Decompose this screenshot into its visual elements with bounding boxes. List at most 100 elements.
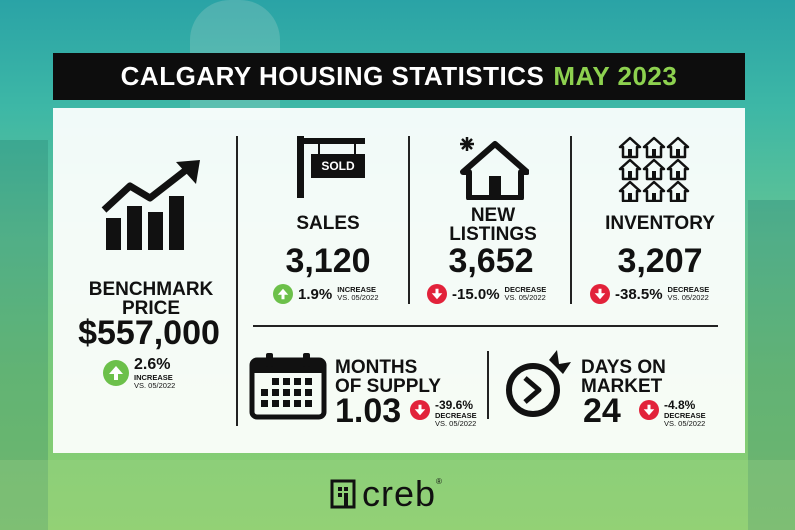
benchmark-value: $557,000	[78, 314, 220, 352]
sales-change-pct: 1.9%	[298, 285, 333, 303]
months-supply-label: MONTHS OF SUPPLY	[335, 358, 441, 396]
months-supply-change-note: DECREASE VS. 05/2022	[435, 412, 477, 428]
calendar-day-cell	[272, 389, 279, 396]
rising-bar-chart-icon	[101, 160, 200, 250]
background-building-right	[748, 200, 795, 530]
house-icon	[642, 180, 666, 202]
divider-horizontal	[253, 325, 718, 327]
calendar-day-cell	[305, 378, 312, 385]
creb-logo-registered: ®	[436, 477, 442, 486]
divider-left	[236, 136, 238, 426]
title-text: CALGARY HOUSING STATISTICS	[120, 61, 545, 91]
days-market-change-note: DECREASE VS. 05/2022	[664, 412, 706, 428]
new-listings-label-line1: NEW	[470, 205, 516, 226]
new-listings-change: -15.0% DECREASE VS. 05/2022	[427, 284, 546, 304]
inventory-direction: DECREASE	[667, 285, 710, 294]
down-arrow-icon	[590, 284, 610, 304]
sales-change-note: INCREASE VS. 05/2022	[337, 286, 378, 302]
calendar-day-cell	[283, 389, 290, 396]
days-market-value: 24	[583, 392, 621, 430]
creb-logo-word: creb	[362, 473, 437, 514]
months-supply-label-line1: MONTHS	[335, 357, 418, 378]
days-market-label-line2: MARKET	[581, 376, 663, 397]
benchmark-change-pct: 2.6%	[134, 356, 171, 373]
inventory-change: -38.5% DECREASE VS. 05/2022	[590, 284, 709, 304]
inventory-change-pct: -38.5%	[615, 285, 663, 303]
days-market-direction: DECREASE	[664, 411, 706, 420]
benchmark-change-note: INCREASE VS. 05/2022	[134, 374, 175, 390]
sales-value: 3,120	[285, 242, 371, 280]
days-market-change-group: -4.8% DECREASE VS. 05/2022	[659, 398, 706, 428]
calendar-day-cell	[305, 389, 312, 396]
new-listings-change-note: DECREASE VS. 05/2022	[505, 286, 547, 302]
down-arrow-icon	[410, 400, 430, 420]
benchmark-change-group: 2.6% INCREASE VS. 05/2022	[129, 356, 175, 390]
inventory-change-note: DECREASE VS. 05/2022	[668, 286, 710, 302]
house-icon	[666, 136, 690, 159]
months-supply-change: -39.6% DECREASE VS. 05/2022	[410, 398, 477, 428]
house-icon	[666, 158, 690, 181]
benchmark-label-line1: BENCHMARK	[88, 279, 214, 300]
fast-clock-icon	[506, 350, 571, 417]
house-icon	[618, 180, 642, 202]
up-arrow-icon	[103, 360, 129, 386]
new-listings-change-pct: -15.0%	[452, 285, 500, 303]
new-listings-label-line2: LISTINGS	[449, 224, 537, 245]
calendar-day-cell	[305, 400, 312, 407]
inventory-value: 3,207	[617, 242, 703, 280]
calendar-day-cell	[272, 400, 279, 407]
benchmark-compare: VS. 05/2022	[134, 381, 176, 390]
benchmark-direction: INCREASE	[134, 373, 173, 382]
new-listings-compare: VS. 05/2022	[504, 293, 546, 302]
calendar-day-cell	[261, 400, 268, 407]
background-building-left	[0, 140, 48, 530]
inventory-label: INVENTORY	[605, 213, 715, 234]
benchmark-label: BENCHMARK PRICE	[68, 280, 234, 318]
title-banner: CALGARY HOUSING STATISTICS MAY 2023	[53, 53, 745, 100]
calendar-day-cell	[283, 378, 290, 385]
months-supply-change-group: -39.6% DECREASE VS. 05/2022	[430, 398, 477, 428]
new-listings-label: NEW LISTINGS	[423, 206, 563, 244]
calendar-day-cell	[261, 389, 268, 396]
up-arrow-icon	[273, 284, 293, 304]
months-supply-label-line2: OF SUPPLY	[335, 376, 441, 397]
days-market-change: -4.8% DECREASE VS. 05/2022	[639, 398, 706, 428]
divider-bottom	[487, 351, 489, 419]
creb-logo-mark-icon	[330, 479, 356, 509]
days-market-compare: VS. 05/2022	[664, 419, 706, 428]
days-market-change-pct: -4.8%	[664, 398, 696, 412]
house-icon	[618, 136, 642, 159]
house-icon	[642, 136, 666, 159]
benchmark-label-line2: PRICE	[121, 298, 181, 319]
sold-sign-icon	[297, 136, 365, 198]
houses-grid-icon	[618, 136, 690, 202]
new-listings-value: 3,652	[448, 242, 534, 280]
sales-label: SALES	[296, 213, 360, 234]
calendar-day-cell	[294, 378, 301, 385]
months-supply-compare: VS. 05/2022	[435, 419, 477, 428]
calendar-day-cell	[294, 389, 301, 396]
calendar-day-cell	[283, 400, 290, 407]
months-supply-change-pct: -39.6%	[435, 398, 474, 412]
down-arrow-icon	[427, 284, 447, 304]
creb-logo: creb ®	[330, 473, 442, 515]
days-market-label: DAYS ON MARKET	[581, 358, 666, 396]
title-date: MAY 2023	[553, 61, 678, 91]
sold-sign-text: SOLD	[321, 159, 355, 173]
house-icon	[618, 158, 642, 181]
house-icon	[666, 180, 690, 202]
calendar-icon	[249, 353, 327, 420]
inventory-compare: VS. 05/2022	[667, 293, 709, 302]
months-supply-value: 1.03	[335, 392, 402, 430]
sales-change: 1.9% INCREASE VS. 05/2022	[273, 284, 379, 304]
calendar-day-cell	[294, 400, 301, 407]
sales-compare: VS. 05/2022	[337, 293, 379, 302]
house-icon	[642, 158, 666, 181]
new-house-icon	[460, 137, 529, 200]
new-listings-direction: DECREASE	[504, 285, 547, 294]
divider-top-2	[570, 136, 572, 304]
calendar-day-cell	[272, 378, 279, 385]
months-supply-direction: DECREASE	[435, 411, 477, 420]
benchmark-change: 2.6% INCREASE VS. 05/2022	[103, 356, 175, 390]
sales-direction: INCREASE	[337, 285, 376, 294]
